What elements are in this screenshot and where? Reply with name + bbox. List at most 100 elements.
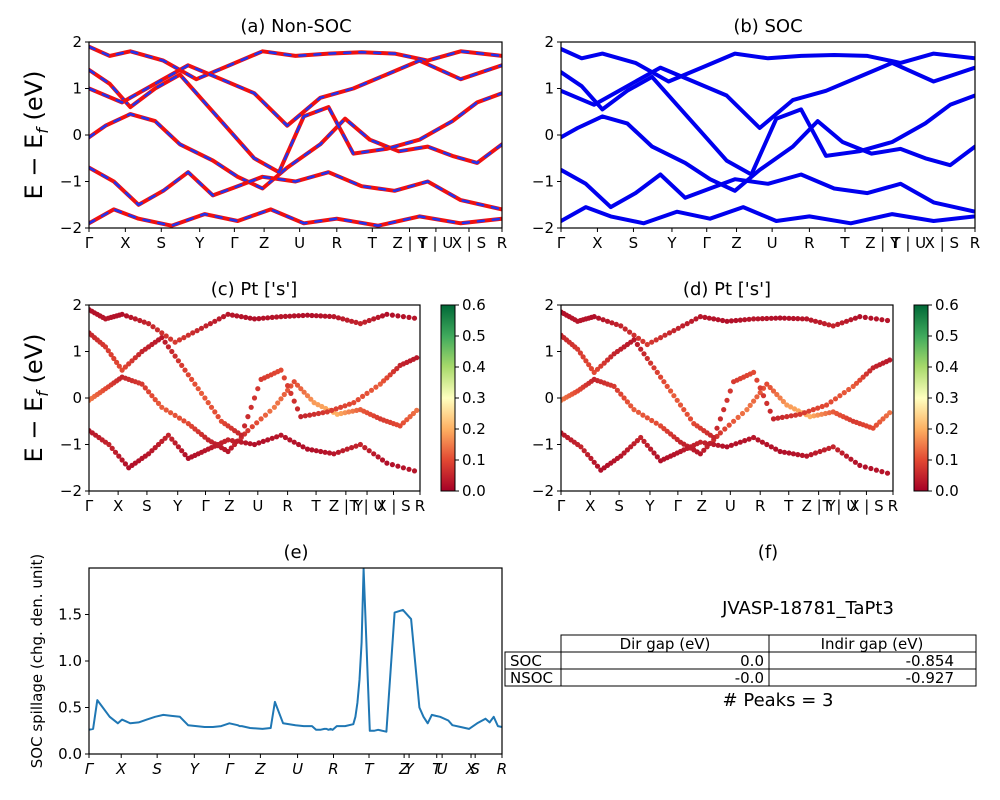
projected-point xyxy=(852,459,859,465)
colorbar-tick-label: 0.2 xyxy=(462,420,486,438)
x-tick-label: R xyxy=(497,234,507,252)
projected-point xyxy=(181,335,187,341)
panel-c-plot-area xyxy=(89,307,420,474)
projected-point xyxy=(737,439,743,445)
projected-point xyxy=(883,413,890,419)
projected-point xyxy=(198,390,205,396)
projected-point xyxy=(788,404,794,410)
projected-point xyxy=(641,351,647,357)
projected-point xyxy=(808,452,814,458)
projected-point xyxy=(781,315,788,321)
projected-point xyxy=(817,319,823,325)
projected-point xyxy=(406,466,412,472)
projected-point xyxy=(168,410,174,416)
x-tick-label: T | U xyxy=(822,497,858,515)
y-tick-label: 2 xyxy=(72,33,82,51)
projected-point xyxy=(301,389,307,395)
projected-point xyxy=(251,395,258,401)
projected-point xyxy=(165,344,171,350)
projected-point xyxy=(114,359,120,365)
projected-point xyxy=(693,316,699,322)
projected-point xyxy=(591,369,597,375)
x-tick-label: S xyxy=(152,760,162,778)
x-tick-label: Y xyxy=(644,497,655,515)
colorbar-tick-label: 0.6 xyxy=(462,296,486,314)
projected-point xyxy=(152,445,158,451)
panel-b-plot-area xyxy=(561,47,975,226)
projected-point xyxy=(366,317,372,324)
projected-point xyxy=(238,314,244,320)
x-tick-label: T xyxy=(310,497,321,515)
colorbar-c: 0.0 0.1 0.2 0.3 0.4 0.5 0.6 xyxy=(440,296,486,500)
projected-point xyxy=(767,384,773,391)
projected-point xyxy=(111,355,117,362)
projected-point xyxy=(175,358,181,364)
x-tick-label: S xyxy=(157,234,167,252)
projected-point xyxy=(302,413,308,419)
projected-point xyxy=(807,414,813,420)
projected-point xyxy=(649,339,655,345)
projected-point xyxy=(857,462,863,468)
projected-point xyxy=(251,316,258,322)
projected-point xyxy=(207,321,213,327)
projected-point xyxy=(326,450,333,456)
projected-point xyxy=(119,311,125,317)
projected-point xyxy=(862,464,868,470)
projected-point xyxy=(806,408,812,414)
projected-point xyxy=(598,363,604,369)
projected-point xyxy=(342,403,348,409)
projected-point xyxy=(583,358,589,364)
table-row-label-nsoc: NSOC xyxy=(510,669,553,687)
x-tick-label: Z xyxy=(224,497,234,515)
projected-point xyxy=(733,441,739,447)
projected-point xyxy=(618,453,624,459)
x-tick-label: Γ xyxy=(557,234,566,252)
projected-point xyxy=(172,339,178,345)
projected-point xyxy=(208,404,215,410)
projected-point xyxy=(627,329,633,335)
projected-point xyxy=(717,430,724,436)
panel-f-subtitle: JVASP-18781_TaPt3 xyxy=(721,598,894,619)
projected-point xyxy=(390,369,397,375)
projected-point xyxy=(384,460,390,466)
projected-point xyxy=(274,434,280,440)
projected-point xyxy=(278,314,284,320)
projected-point xyxy=(594,366,601,372)
y-tick-label: −2 xyxy=(60,482,82,500)
projected-point xyxy=(256,440,262,446)
projected-point xyxy=(862,314,868,320)
projected-point xyxy=(394,366,400,372)
projected-point xyxy=(638,346,644,352)
projected-point xyxy=(251,441,258,448)
projected-point xyxy=(285,387,291,393)
x-tick-label: Γ xyxy=(225,760,235,778)
projected-point xyxy=(324,409,330,415)
projected-point xyxy=(175,444,181,450)
projected-point xyxy=(754,377,760,383)
projected-point xyxy=(238,439,244,445)
projected-point xyxy=(812,318,819,324)
projected-point xyxy=(234,438,240,444)
projected-point xyxy=(767,408,773,414)
projected-point xyxy=(234,313,240,319)
table-cell-soc-dir: 0.0 xyxy=(740,652,764,670)
projected-point xyxy=(108,352,114,358)
projected-point xyxy=(839,450,845,456)
projected-point xyxy=(335,449,341,455)
projected-point xyxy=(641,438,647,444)
projected-point xyxy=(181,418,187,424)
projected-point xyxy=(870,425,876,431)
projected-point xyxy=(689,318,695,324)
x-tick-label: Z xyxy=(254,760,266,778)
nonsoc-band-3 xyxy=(89,44,502,82)
projected-point xyxy=(781,449,788,455)
projected-point xyxy=(357,321,363,327)
projected-point xyxy=(384,375,390,381)
x-tick-label: T | U xyxy=(418,234,454,252)
projected-point xyxy=(662,332,668,338)
x-tick-label: Y xyxy=(172,497,183,515)
projected-point xyxy=(287,437,293,443)
projected-point xyxy=(285,383,291,389)
colorbar-tick-label: 0.0 xyxy=(935,482,959,500)
